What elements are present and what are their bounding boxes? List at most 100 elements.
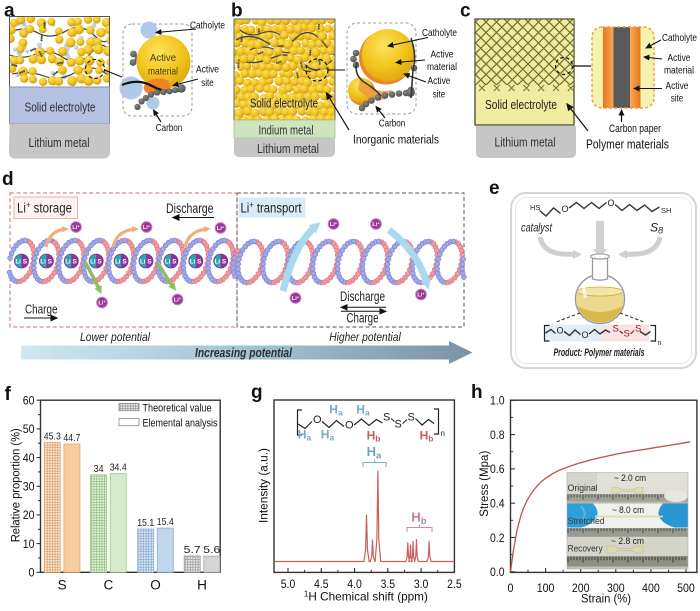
svg-text:100: 100 — [537, 581, 555, 595]
svg-text:Lower potential: Lower potential — [80, 330, 150, 344]
svg-text:20: 20 — [23, 508, 35, 522]
svg-text:Solid electrolyte: Solid electrolyte — [250, 97, 318, 111]
svg-text:Stretched: Stretched — [568, 516, 605, 527]
svg-text:Catholyte: Catholyte — [422, 28, 457, 39]
svg-text:Li: Li — [16, 259, 22, 265]
svg-text:5.0: 5.0 — [281, 577, 296, 591]
svg-text:3.5: 3.5 — [381, 577, 396, 591]
svg-text:200: 200 — [572, 581, 590, 595]
svg-text:HS: HS — [530, 203, 540, 212]
svg-text:0: 0 — [29, 566, 35, 580]
svg-text:0.8: 0.8 — [490, 428, 505, 442]
svg-text:Li: Li — [65, 259, 71, 265]
svg-text:Li: Li — [115, 259, 121, 265]
svg-text:Discharge: Discharge — [166, 201, 214, 216]
svg-text:4.5: 4.5 — [314, 577, 329, 591]
svg-text:Active: Active — [431, 49, 454, 60]
svg-text:0.2: 0.2 — [490, 531, 505, 545]
svg-text:site: site — [433, 90, 446, 101]
svg-text:H: H — [197, 578, 207, 593]
svg-text:Li: Li — [90, 259, 96, 265]
svg-text:O: O — [608, 198, 615, 208]
svg-text:Elemental analysis: Elemental analysis — [143, 418, 218, 430]
svg-text:0.0: 0.0 — [490, 565, 505, 579]
svg-text:S: S — [624, 329, 630, 340]
svg-text:g: g — [251, 382, 263, 403]
svg-text:Inorganic materials: Inorganic materials — [353, 133, 439, 147]
svg-text:1H Chemical shift (ppm): 1H Chemical shift (ppm) — [304, 589, 428, 603]
svg-text:34.4: 34.4 — [110, 462, 127, 474]
svg-text:Lithium metal: Lithium metal — [495, 136, 556, 150]
svg-text:Strain (%): Strain (%) — [581, 591, 631, 605]
svg-text:Active: Active — [150, 53, 176, 64]
svg-text:30: 30 — [23, 480, 35, 494]
svg-text:~ 2.0 cm: ~ 2.0 cm — [614, 473, 646, 484]
svg-text:10: 10 — [23, 537, 35, 551]
svg-text:Li+: Li+ — [174, 296, 182, 304]
svg-text:S: S — [147, 259, 152, 266]
svg-text:44.7: 44.7 — [63, 432, 80, 444]
svg-text:Li+ transport: Li+ transport — [241, 200, 302, 216]
svg-text:45.3: 45.3 — [44, 430, 61, 442]
svg-text:Solid electrolyte: Solid electrolyte — [25, 100, 96, 114]
svg-text:4.0: 4.0 — [347, 577, 362, 591]
svg-text:Original: Original — [568, 483, 598, 494]
svg-text:site: site — [201, 78, 214, 89]
svg-text:Higher potential: Higher potential — [329, 330, 401, 344]
svg-text:Charge: Charge — [347, 311, 379, 326]
svg-text:Relative proportion (%): Relative proportion (%) — [9, 428, 23, 542]
svg-text:n: n — [658, 340, 662, 347]
svg-text:site: site — [671, 94, 684, 105]
svg-text:1.0: 1.0 — [490, 394, 505, 408]
svg-text:50: 50 — [23, 422, 35, 436]
svg-text:0.6: 0.6 — [490, 462, 505, 476]
svg-text:O: O — [582, 330, 589, 340]
svg-text:Li+: Li+ — [217, 225, 225, 233]
svg-text:n: n — [441, 429, 445, 438]
svg-text:Active: Active — [428, 76, 451, 87]
svg-text:S: S — [172, 259, 177, 266]
svg-text:Active: Active — [668, 53, 691, 64]
svg-text:catalyst: catalyst — [521, 221, 552, 235]
svg-text:15.4: 15.4 — [157, 516, 174, 528]
svg-text:2.5: 2.5 — [447, 577, 462, 591]
svg-text:Stress (Mpa): Stress (Mpa) — [477, 451, 491, 517]
svg-text:500: 500 — [677, 581, 695, 595]
svg-text:60: 60 — [23, 394, 35, 408]
svg-text:Li+: Li+ — [372, 221, 380, 229]
svg-text:S: S — [383, 412, 390, 424]
svg-text:Catholyte: Catholyte — [190, 21, 225, 32]
svg-text:S: S — [222, 259, 227, 266]
svg-text:Active: Active — [666, 81, 689, 92]
svg-text:Solid electrolyte: Solid electrolyte — [485, 98, 557, 112]
svg-text:SH: SH — [661, 206, 671, 215]
svg-text:S: S — [73, 259, 78, 266]
svg-text:Catholyte: Catholyte — [662, 33, 697, 44]
svg-text:40: 40 — [23, 451, 35, 465]
svg-text:Li+: Li+ — [98, 299, 106, 307]
svg-text:0.4: 0.4 — [490, 497, 505, 511]
svg-text:Lithium metal: Lithium metal — [257, 142, 319, 156]
svg-text:S: S — [408, 412, 415, 424]
svg-text:Theoretical value: Theoretical value — [143, 403, 212, 415]
svg-text:Product: Polymer materials: Product: Polymer materials — [554, 347, 645, 359]
svg-text:h: h — [471, 382, 483, 403]
svg-text:material: material — [148, 67, 178, 78]
svg-text:Carbon: Carbon — [156, 123, 183, 134]
svg-text:S: S — [122, 259, 127, 266]
svg-text:material: material — [664, 66, 694, 77]
svg-text:b: b — [231, 1, 243, 22]
svg-text:Polymer materials: Polymer materials — [586, 138, 669, 152]
svg-text:O: O — [345, 420, 354, 432]
svg-text:15.1: 15.1 — [137, 517, 154, 529]
svg-text:Intensity (a.u.): Intensity (a.u.) — [257, 448, 271, 523]
svg-text:Lithium metal: Lithium metal — [29, 136, 90, 150]
svg-text:S: S — [395, 419, 402, 431]
svg-text:Increasing potential: Increasing potential — [195, 346, 292, 360]
svg-text:Recovery: Recovery — [568, 544, 603, 555]
svg-text:S: S — [97, 259, 102, 266]
svg-text:Li: Li — [215, 259, 221, 265]
svg-text:3.0: 3.0 — [414, 577, 429, 591]
svg-text:S: S — [635, 324, 641, 335]
svg-text:Li+: Li+ — [143, 224, 151, 232]
